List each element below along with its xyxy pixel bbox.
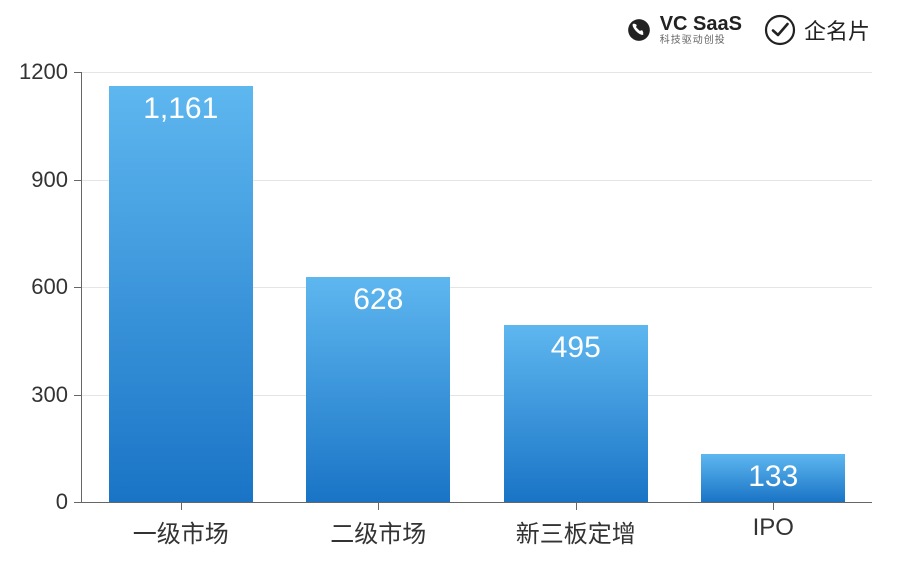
- logo-vcsaas-subtitle: 科技驱动创投: [660, 36, 742, 46]
- x-axis-label: IPO: [753, 502, 794, 542]
- bar: 1,161: [109, 86, 253, 502]
- bar: 628: [306, 277, 450, 502]
- logo-strip: VC SaaS 科技驱动创投 企名片: [626, 14, 870, 46]
- gridline: [82, 72, 872, 73]
- phone-icon: [626, 17, 652, 43]
- plot-area: 030060090012001,161一级市场628二级市场495新三板定增13…: [82, 72, 872, 502]
- x-axis-label: 二级市场: [330, 502, 426, 549]
- y-axis-label: 600: [31, 274, 82, 300]
- logo-vcsaas-title: VC SaaS: [660, 14, 742, 34]
- bar-value-label: 133: [748, 460, 798, 494]
- bar: 495: [504, 325, 648, 502]
- logo-qmp-title: 企名片: [804, 14, 870, 46]
- check-circle-icon: [764, 14, 796, 46]
- logo-vcsaas: VC SaaS 科技驱动创投: [626, 14, 742, 46]
- bar-value-label: 1,161: [143, 92, 218, 126]
- bar-value-label: 628: [353, 283, 403, 317]
- bar-chart: VC SaaS 科技驱动创投 企名片 030060090012001,161一级…: [0, 0, 900, 565]
- y-axis-label: 0: [56, 489, 82, 515]
- x-axis-label: 新三板定增: [516, 502, 636, 549]
- bar: 133: [701, 454, 845, 502]
- y-axis-label: 300: [31, 382, 82, 408]
- y-axis-label: 1200: [19, 59, 82, 85]
- bar-value-label: 495: [551, 331, 601, 365]
- logo-qmp: 企名片: [764, 14, 870, 46]
- y-axis-label: 900: [31, 167, 82, 193]
- x-axis-label: 一级市场: [133, 502, 229, 549]
- y-axis-line: [81, 72, 82, 503]
